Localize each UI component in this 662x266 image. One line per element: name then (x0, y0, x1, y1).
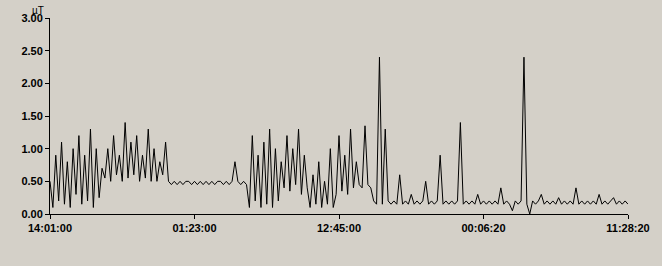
svg-text:12:45:00: 12:45:00 (317, 222, 361, 234)
svg-text:µT: µT (32, 5, 44, 16)
svg-text:2.00: 2.00 (21, 77, 42, 89)
svg-text:11:28:20: 11:28:20 (606, 222, 649, 234)
svg-text:0.00: 0.00 (21, 208, 42, 220)
svg-text:14:01:00: 14:01:00 (28, 222, 72, 234)
svg-text:01:23:00: 01:23:00 (172, 222, 216, 234)
svg-text:2.50: 2.50 (21, 45, 42, 57)
svg-text:1.50: 1.50 (21, 110, 42, 122)
svg-text:3.00: 3.00 (21, 12, 42, 24)
svg-text:00:06:20: 00:06:20 (461, 222, 505, 234)
svg-text:0.50: 0.50 (21, 175, 42, 187)
svg-text:1.00: 1.00 (21, 143, 42, 155)
